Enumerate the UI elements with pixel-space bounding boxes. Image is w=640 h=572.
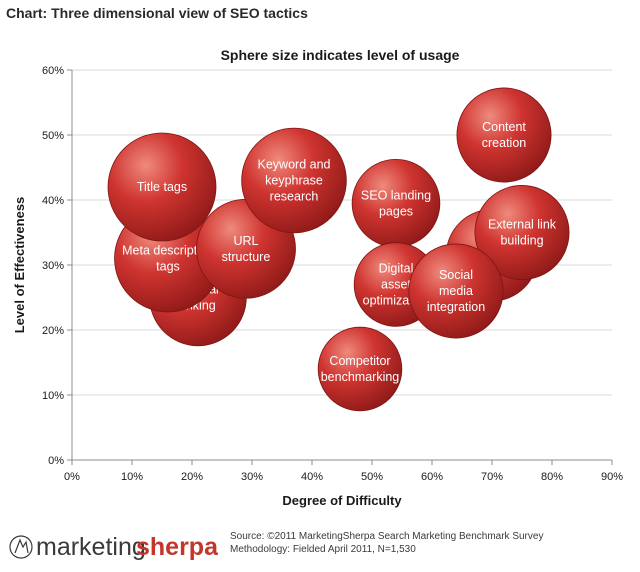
y-tick-label: 30%	[42, 260, 64, 272]
bubble-competitor-benchmarking: Competitor benchmarking	[317, 326, 403, 412]
logo-text-sherpa: sherpa	[136, 533, 218, 561]
bubble-sphere	[456, 87, 552, 183]
bubble-label: structure	[222, 250, 271, 264]
bubble-label: keyphrase	[265, 174, 323, 188]
bubble-label: SEO landing	[361, 188, 431, 202]
x-tick-label: 70%	[481, 471, 503, 483]
y-tick-label: 60%	[42, 65, 64, 77]
x-tick-label: 90%	[601, 471, 623, 483]
bubble-label: URL	[233, 234, 258, 248]
bubbles: InternallinkingMeta descriptiontagsTitle…	[107, 87, 570, 412]
bubble-sphere	[241, 127, 347, 234]
y-tick-label: 50%	[42, 130, 64, 142]
bubble-label: research	[270, 190, 319, 204]
x-axis-label: Degree of Difficulty	[282, 493, 402, 508]
bubble-chart: Sphere size indicates level of usage 0% 1…	[12, 47, 623, 508]
bubble-label: Keyword and	[258, 158, 331, 172]
bubble-label: Social	[439, 268, 473, 282]
y-tick-label: 20%	[42, 325, 64, 337]
bubble-social-media-integration: Social media integration	[408, 243, 504, 339]
bubble-keyword-and-keyphrase-research: Keyword and keyphrase research	[241, 127, 347, 234]
methodology-line: Methodology: Fielded April 2011, N=1,530	[230, 544, 416, 555]
logo-text-marketing: marketing	[36, 533, 146, 561]
marketingsherpa-logo: marketing sherpa	[9, 533, 218, 561]
bubble-label: tags	[156, 260, 180, 274]
bubble-sphere	[408, 243, 504, 339]
x-tick-label: 60%	[421, 471, 443, 483]
bubble-external-link-building: External link building	[474, 185, 570, 280]
source-line: Source: ©2011 MarketingSherpa Search Mar…	[230, 531, 544, 542]
page-heading: Chart: Three dimensional view of SEO tac…	[6, 5, 308, 21]
x-tick-label: 80%	[541, 471, 563, 483]
y-tick-label: 10%	[42, 390, 64, 402]
bubble-label: pages	[379, 204, 413, 218]
bubble-content-creation: Content creation	[456, 87, 552, 183]
x-tick-label: 40%	[301, 471, 323, 483]
axes: 0% 10% 20% 30% 40% 50% 60% 0% 10% 20% 30% 40% 50% 60%…	[42, 65, 623, 483]
bubble-label: Title tags	[137, 180, 187, 194]
y-axis-label: Level of Effectiveness	[12, 197, 27, 334]
bubble-label: Meta description	[122, 244, 214, 258]
bubble-sphere	[474, 185, 570, 280]
bubble-seo-landing-pages: SEO landing pages	[351, 158, 441, 248]
bubble-label: media	[439, 284, 473, 298]
bubble-label: asset	[381, 278, 411, 292]
bubble-sphere	[107, 132, 217, 242]
bubble-label: External link	[488, 218, 557, 232]
x-tick-label: 50%	[361, 471, 383, 483]
bubble-label: creation	[482, 136, 527, 150]
bubble-label: Content	[482, 120, 526, 134]
x-tick-label: 0%	[64, 471, 80, 483]
bubble-title-tags: Title tags	[107, 132, 217, 242]
x-tick-label: 20%	[181, 471, 203, 483]
x-tick-label: 30%	[241, 471, 263, 483]
source-note: Source: ©2011 MarketingSherpa Search Mar…	[230, 530, 543, 556]
bubble-label: benchmarking	[321, 370, 400, 384]
y-tick-label: 40%	[42, 195, 64, 207]
bubble-sphere	[351, 158, 441, 248]
logo-mark-icon	[9, 535, 33, 559]
bubble-label: Competitor	[329, 354, 390, 368]
bubble-sphere	[317, 326, 403, 412]
x-tick-label: 10%	[121, 471, 143, 483]
y-tick-label: 0%	[48, 455, 64, 467]
chart-title: Sphere size indicates level of usage	[221, 47, 460, 63]
bubble-label: Digital	[379, 262, 414, 276]
bubble-label: integration	[427, 300, 485, 314]
bubble-label: building	[500, 234, 543, 248]
